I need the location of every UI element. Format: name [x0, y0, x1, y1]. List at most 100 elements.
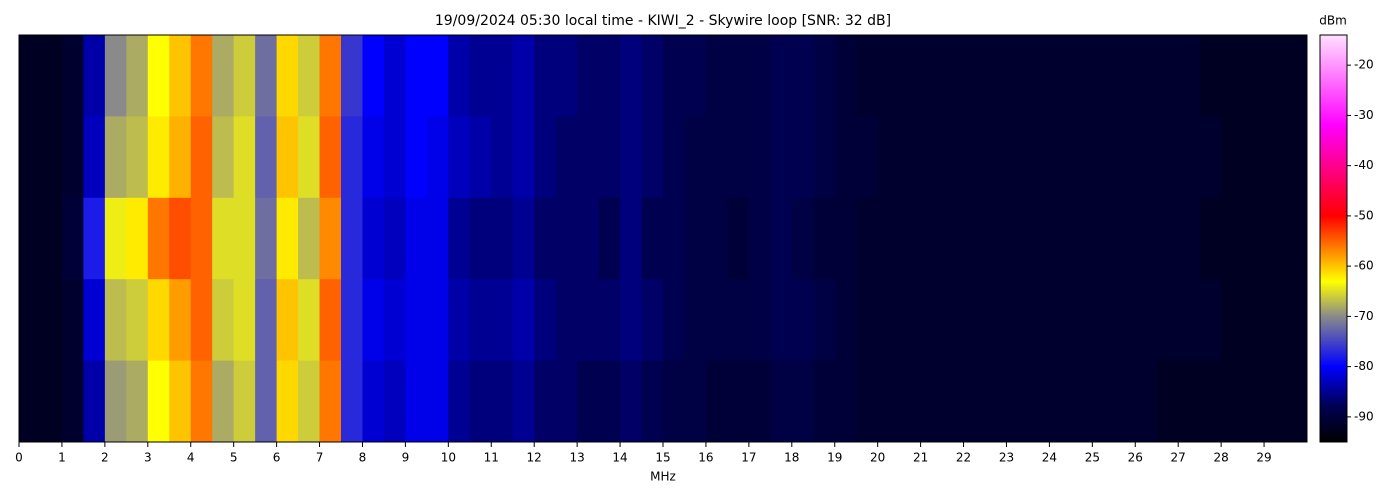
heatmap-cell	[1135, 197, 1158, 280]
heatmap-cell	[1221, 279, 1244, 362]
heatmap-cell	[834, 279, 857, 362]
heatmap-cell	[834, 35, 857, 117]
heatmap-cell	[383, 35, 406, 117]
heatmap-cell	[255, 197, 278, 280]
heatmap-cell	[383, 360, 406, 443]
heatmap-cell	[899, 35, 922, 117]
heatmap-cell	[1006, 279, 1029, 362]
heatmap-cell	[534, 116, 557, 199]
colorbar-label: dBm	[1319, 14, 1347, 28]
heatmap-cell	[448, 360, 471, 443]
heatmap-cell	[856, 279, 879, 362]
axes: 0 1 2 3 4 5 6 7 8 9 10 11 12 13 14 15 16 17 18 19 20 21 22 23 24…	[15, 34, 1374, 465]
heatmap-cell	[319, 116, 342, 199]
x-tick-label: 5	[230, 451, 238, 465]
heatmap-cell	[1285, 360, 1308, 443]
heatmap-cell	[1264, 35, 1287, 117]
heatmap-cell	[426, 279, 449, 362]
heatmap-cell	[1156, 360, 1179, 443]
heatmap-cell	[383, 116, 406, 199]
heatmap-cell	[169, 279, 192, 362]
heatmap-cell	[126, 197, 149, 280]
heatmap-cell	[1049, 35, 1072, 117]
heatmap-cell	[598, 35, 621, 117]
heatmap-cell	[791, 116, 814, 199]
heatmap-cell	[620, 279, 643, 362]
heatmap-cell	[212, 360, 235, 443]
heatmap-cell	[383, 197, 406, 280]
heatmap-cell	[61, 197, 84, 280]
heatmap-cell	[126, 116, 149, 199]
heatmap-cell	[534, 35, 557, 117]
heatmap-cell	[19, 279, 41, 362]
heatmap-cell	[1027, 35, 1050, 117]
heatmap-cell	[856, 360, 879, 443]
heatmap-cell	[383, 279, 406, 362]
heatmap-cell	[598, 360, 621, 443]
heatmap-cell	[1135, 35, 1158, 117]
heatmap-cell	[899, 197, 922, 280]
heatmap-cell	[469, 197, 492, 280]
heatmap-cell	[985, 35, 1007, 117]
heatmap-cell	[1242, 116, 1265, 199]
heatmap-cell	[61, 279, 84, 362]
heatmap-cell	[1113, 197, 1136, 280]
heatmap-cell	[641, 360, 664, 443]
heatmap-cell	[512, 35, 535, 117]
heatmap-cell	[1264, 279, 1287, 362]
heatmap-cell	[985, 360, 1007, 443]
heatmap-cell	[727, 35, 750, 117]
heatmap-cell	[663, 197, 685, 280]
heatmap-cell	[469, 35, 492, 117]
heatmap-cell	[104, 197, 127, 280]
heatmap-cell	[920, 360, 943, 443]
heatmap-cell	[834, 197, 857, 280]
heatmap-cell	[1070, 360, 1093, 443]
x-tick-label: 20	[870, 451, 885, 465]
x-tick-label: 15	[655, 451, 670, 465]
x-tick-label: 13	[569, 451, 584, 465]
heatmap-cell	[298, 116, 321, 199]
heatmap-cell	[598, 116, 621, 199]
heatmap-cell	[813, 35, 836, 117]
heatmap-cell	[319, 279, 342, 362]
heatmap-cell	[19, 197, 41, 280]
heatmap-cell	[83, 116, 106, 199]
x-tick-label: 28	[1213, 451, 1228, 465]
heatmap-cell	[770, 279, 793, 362]
heatmap-cell	[362, 35, 385, 117]
heatmap-cell	[61, 35, 84, 117]
heatmap-cell	[341, 360, 363, 443]
heatmap-cell	[705, 279, 728, 362]
heatmap-cell	[577, 35, 600, 117]
heatmap-cell	[255, 35, 278, 117]
heatmap-cell	[298, 35, 321, 117]
heatmap-cell	[1049, 116, 1072, 199]
heatmap-cell	[1242, 35, 1265, 117]
heatmap-cell	[169, 35, 192, 117]
heatmap-cell	[19, 35, 41, 117]
heatmap-cell	[190, 35, 213, 117]
heatmap-cell	[212, 279, 235, 362]
heatmap-cell	[748, 116, 771, 199]
x-tick-label: 6	[273, 451, 281, 465]
heatmap-cell	[770, 116, 793, 199]
x-tick-label: 14	[612, 451, 627, 465]
heatmap-cell	[233, 360, 256, 443]
heatmap-cell	[770, 35, 793, 117]
heatmap-cell	[834, 116, 857, 199]
heatmap-cell	[985, 279, 1007, 362]
heatmap-cell	[598, 279, 621, 362]
heatmap-cell	[1264, 197, 1287, 280]
heatmap-cell	[362, 279, 385, 362]
heatmap-cell	[255, 279, 278, 362]
heatmap-cell	[491, 35, 514, 117]
heatmap-cell	[877, 116, 900, 199]
heatmap-cell	[555, 116, 578, 199]
heatmap-cell	[147, 116, 170, 199]
x-tick-label: 24	[1042, 451, 1057, 465]
heatmap-cell	[963, 360, 986, 443]
heatmap-cell	[426, 197, 449, 280]
heatmap-cell	[212, 116, 235, 199]
